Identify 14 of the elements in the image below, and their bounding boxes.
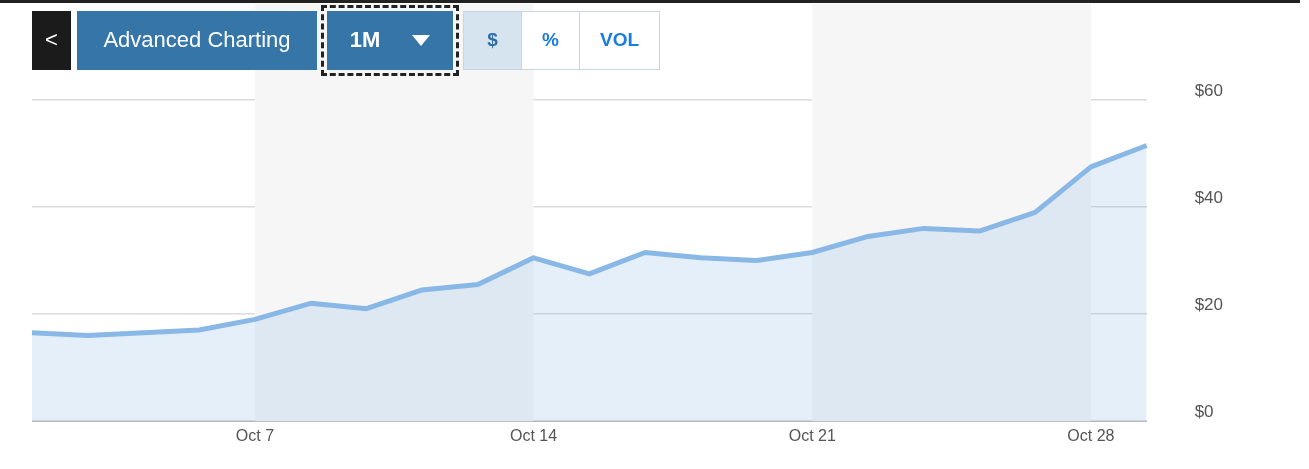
- x-tick-label: Oct 7: [235, 427, 275, 445]
- x-tick-label: Oct 21: [788, 427, 836, 445]
- y-tick-label: $40: [1194, 188, 1224, 208]
- text: %: [542, 29, 559, 51]
- x-tick-label: Oct 28: [1067, 427, 1115, 445]
- text: VOL: [599, 29, 640, 51]
- text: Advanced Charting: [103, 27, 291, 53]
- y-tick-label: $0: [1194, 402, 1214, 422]
- text: $: [487, 29, 498, 51]
- y-tick-label: $60: [1194, 81, 1224, 101]
- text: 1M: [349, 27, 381, 53]
- y-tick-label: $20: [1194, 295, 1224, 315]
- text: <: [45, 27, 58, 53]
- x-tick-label: Oct 14: [510, 427, 558, 445]
